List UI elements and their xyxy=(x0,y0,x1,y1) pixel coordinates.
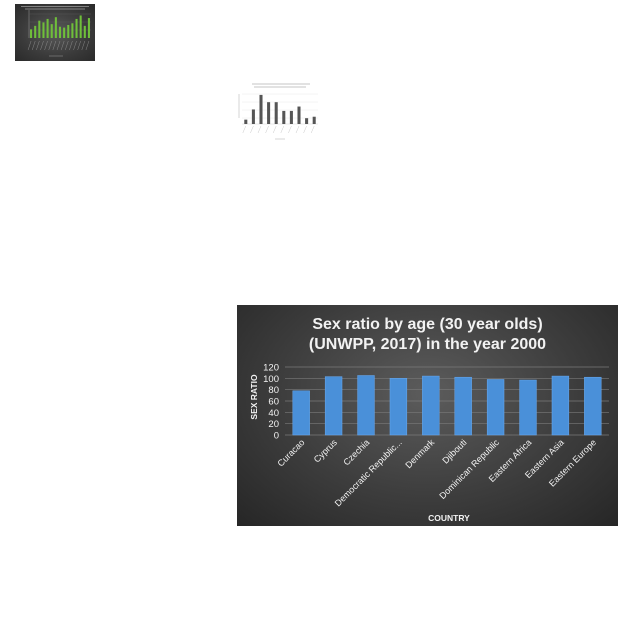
x-tick-label-scribble xyxy=(60,40,65,51)
y-tick-label: 40 xyxy=(268,408,279,419)
x-tick-label: Czechia xyxy=(341,437,371,467)
y-axis-label: SEX RATIO xyxy=(249,374,259,420)
x-tick-label: Democratic Republic... xyxy=(333,437,404,508)
bar xyxy=(454,376,472,436)
x-tick-label-scribble xyxy=(77,40,81,51)
bar xyxy=(486,379,505,436)
bar xyxy=(54,17,57,38)
bar xyxy=(42,22,45,38)
x-tick-label-scribble xyxy=(280,125,284,134)
x-tick-label: Djibouti xyxy=(440,437,468,465)
x-tick-label-scribble xyxy=(52,40,57,51)
x-tick-label-scribble xyxy=(44,40,48,51)
x-tick-label-scribble xyxy=(32,40,36,51)
x-tick-label-scribble xyxy=(303,125,307,134)
bar xyxy=(38,20,41,38)
thumbnail-chart-dark-svg xyxy=(21,6,91,57)
x-tick-label-scribble xyxy=(27,40,32,51)
bar xyxy=(305,118,309,124)
x-tick-label-scribble xyxy=(257,125,262,134)
y-tick-label: 20 xyxy=(268,419,279,430)
x-tick-label-scribble xyxy=(288,125,292,134)
bar xyxy=(244,119,248,124)
chart-title-line-2: (UNWPP, 2017) in the year 2000 xyxy=(309,336,546,353)
bar xyxy=(79,15,82,38)
sex-ratio-chart-svg: Sex ratio by age (30 year olds) (UNWPP, … xyxy=(249,316,609,523)
bar xyxy=(46,18,49,38)
y-tick-label: 60 xyxy=(268,397,279,408)
bar xyxy=(519,379,537,436)
x-tick-label: Denmark xyxy=(403,437,436,470)
bar xyxy=(357,375,375,436)
x-tick-label-scribble xyxy=(85,40,90,51)
bar xyxy=(30,29,33,38)
bar xyxy=(58,26,62,38)
bar xyxy=(50,24,53,38)
bar xyxy=(274,102,278,124)
x-tick-label-scribble xyxy=(265,125,269,134)
bar xyxy=(422,375,440,436)
thumbnail-chart-dark xyxy=(15,4,95,61)
bar xyxy=(282,110,286,124)
bar xyxy=(259,94,263,124)
bar xyxy=(87,18,90,38)
y-tick-label: 80 xyxy=(268,385,279,396)
x-tick-label-scribble xyxy=(48,40,52,51)
y-tick-label: 0 xyxy=(274,431,279,442)
chart-title-line-1: Sex ratio by age (30 year olds) xyxy=(312,316,542,333)
bar xyxy=(71,23,74,38)
bar xyxy=(34,25,37,38)
x-tick-label-scribble xyxy=(273,125,277,134)
bar xyxy=(324,376,343,436)
bar xyxy=(551,375,570,436)
x-tick-label-scribble xyxy=(250,125,254,134)
bar xyxy=(297,106,301,124)
x-tick-label-scribble xyxy=(56,40,61,51)
bar xyxy=(67,25,70,38)
bar xyxy=(83,25,86,38)
bar xyxy=(584,376,602,436)
bar xyxy=(75,18,78,38)
sex-ratio-chart: Sex ratio by age (30 year olds) (UNWPP, … xyxy=(237,305,618,526)
x-axis-label: COUNTRY xyxy=(428,513,470,523)
x-tick-label-scribble xyxy=(311,125,315,134)
y-tick-label: 120 xyxy=(263,363,279,374)
thumbnail-chart-light xyxy=(232,80,322,142)
x-tick-label: Cyprus xyxy=(312,437,340,465)
x-tick-label: Curacao xyxy=(275,437,306,468)
x-tick-label-scribble xyxy=(295,125,300,134)
bar xyxy=(251,109,255,124)
bar xyxy=(289,110,293,124)
x-tick-label-scribble xyxy=(36,40,40,51)
y-tick-label: 100 xyxy=(263,374,279,385)
bar xyxy=(312,116,316,124)
x-tick-label-scribble xyxy=(73,40,77,51)
thumbnail-chart-light-svg xyxy=(238,83,318,140)
x-tick-label-scribble xyxy=(242,125,246,134)
x-tick-label: Dominican Republic xyxy=(437,437,501,501)
x-tick-label-scribble xyxy=(40,40,44,51)
x-tick-label-scribble xyxy=(69,40,73,51)
bar xyxy=(389,378,408,436)
x-tick-label-scribble xyxy=(65,40,69,51)
bar xyxy=(292,390,310,436)
bar xyxy=(267,102,271,124)
x-tick-label-scribble xyxy=(81,40,85,51)
bar xyxy=(63,27,66,38)
